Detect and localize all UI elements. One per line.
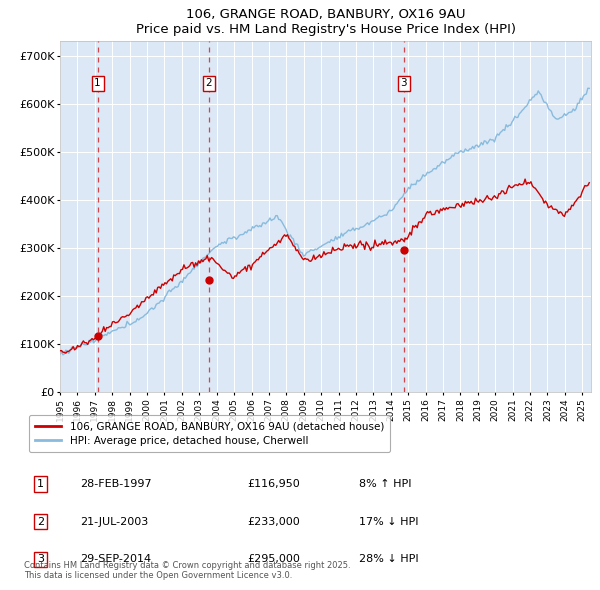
Text: 8% ↑ HPI: 8% ↑ HPI	[359, 479, 412, 489]
Text: £295,000: £295,000	[247, 555, 300, 564]
Text: 1: 1	[94, 78, 101, 88]
Text: 21-JUL-2003: 21-JUL-2003	[80, 517, 148, 526]
Text: Contains HM Land Registry data © Crown copyright and database right 2025.
This d: Contains HM Land Registry data © Crown c…	[24, 560, 350, 580]
Text: 28-FEB-1997: 28-FEB-1997	[80, 479, 151, 489]
Text: 2: 2	[206, 78, 212, 88]
Title: 106, GRANGE ROAD, BANBURY, OX16 9AU
Price paid vs. HM Land Registry's House Pric: 106, GRANGE ROAD, BANBURY, OX16 9AU Pric…	[136, 8, 515, 36]
Text: 29-SEP-2014: 29-SEP-2014	[80, 555, 151, 564]
Text: £233,000: £233,000	[247, 517, 300, 526]
Text: 3: 3	[401, 78, 407, 88]
Text: 28% ↓ HPI: 28% ↓ HPI	[359, 555, 418, 564]
Text: 1: 1	[37, 479, 44, 489]
Text: 2: 2	[37, 517, 44, 526]
Legend: 106, GRANGE ROAD, BANBURY, OX16 9AU (detached house), HPI: Average price, detach: 106, GRANGE ROAD, BANBURY, OX16 9AU (det…	[29, 415, 391, 452]
Text: £116,950: £116,950	[247, 479, 300, 489]
Text: 17% ↓ HPI: 17% ↓ HPI	[359, 517, 418, 526]
Text: 3: 3	[37, 555, 44, 564]
